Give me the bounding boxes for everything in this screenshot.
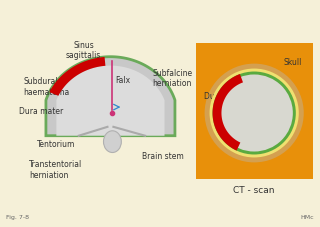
Ellipse shape [210,69,299,158]
Text: Fig. 7-8: Fig. 7-8 [6,215,29,220]
Bar [196,43,313,179]
Text: Brain tissue: Brain tissue [231,124,277,133]
Ellipse shape [212,72,296,155]
Text: Tentorium: Tentorium [37,140,76,149]
Polygon shape [212,74,243,151]
Polygon shape [46,57,175,136]
Text: Skull: Skull [284,58,302,67]
Text: Subdural
haematoma: Subdural haematoma [23,77,69,97]
Polygon shape [56,66,164,136]
Text: Brain stem: Brain stem [142,152,184,160]
Ellipse shape [103,131,121,153]
Text: CT - scan: CT - scan [233,186,275,195]
Text: Blood: Blood [244,108,265,117]
Text: Sinus
sagittalis: Sinus sagittalis [66,41,101,60]
Ellipse shape [215,74,293,152]
Text: HMc: HMc [300,215,314,220]
Ellipse shape [204,64,304,162]
Text: Transtentorial
herniation: Transtentorial herniation [29,160,82,180]
Text: Dura mater: Dura mater [19,107,63,116]
Polygon shape [49,57,105,96]
Text: Dura mater: Dura mater [204,92,248,101]
Text: Falx: Falx [116,76,131,85]
Text: Subfalcine
herniation: Subfalcine herniation [152,69,192,88]
